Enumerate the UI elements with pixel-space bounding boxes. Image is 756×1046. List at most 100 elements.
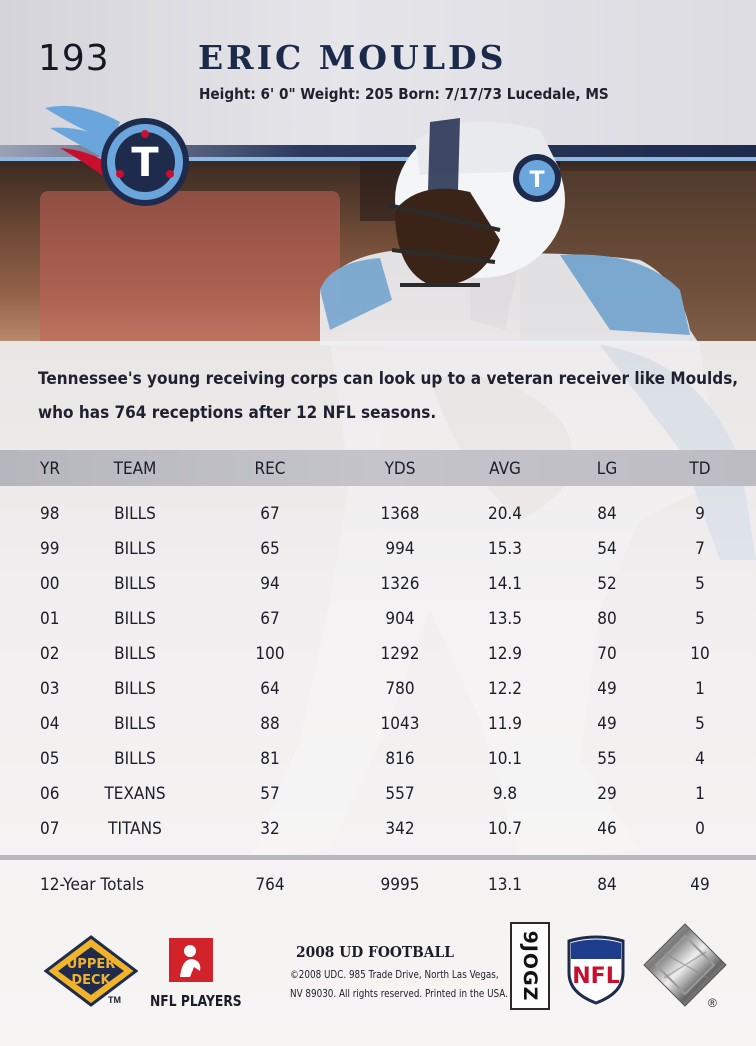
stat-team: BILLS [114,713,156,734]
stat-yr: 03 [40,678,60,699]
stat-avg: 10.7 [487,818,523,839]
stat-td: 7 [695,538,705,559]
stat-yds: 816 [385,748,415,769]
hologram-seal [643,923,727,1007]
stat-avg: 11.9 [487,713,523,734]
stat-yds: 904 [385,608,415,629]
stat-yds: 1292 [380,643,420,664]
col-header-lg: LG [596,458,618,479]
stats-row: 05 BILLS 81 816 10.1 55 4 [0,741,756,776]
stat-rec: 67 [260,608,280,629]
totals-td: 49 [690,874,710,895]
stat-team: TITANS [108,818,162,839]
legal-line: NV 89030. All rights reserved. Printed i… [290,987,508,1000]
stat-td: 5 [695,713,705,734]
stat-avg: 20.4 [487,503,523,524]
stats-row: 02 BILLS 100 1292 12.9 70 10 [0,636,756,671]
stat-td: 1 [695,783,705,804]
stat-yr: 00 [40,573,60,594]
col-header-yr: YR [40,458,60,479]
stat-lg: 49 [597,678,617,699]
stat-team: TEXANS [104,783,166,804]
col-header-yds: YDS [384,458,416,479]
card-code-box: 9JOGZ [510,922,550,1010]
upper-deck-logo: UPPER DECK [44,935,138,1007]
totals-row: 12-Year Totals 764 9995 13.1 84 49 [0,867,756,902]
ud-logo-text-upper: UPPER [67,957,116,972]
stat-rec: 67 [260,503,280,524]
titans-logo: T [45,105,189,206]
stat-avg: 12.9 [487,643,523,664]
stat-td: 9 [695,503,705,524]
stat-yr: 02 [40,643,60,664]
blurb-line: Tennessee's young receiving corps can lo… [38,369,739,389]
ud-logo-text-deck: DECK [71,973,111,988]
player-bio: Height: 6' 0" Weight: 205 Born: 7/17/73 … [199,85,609,103]
totals-avg: 13.1 [487,874,523,895]
stat-team: BILLS [114,643,156,664]
stat-yr: 98 [40,503,60,524]
stats-header-band [0,450,756,486]
stat-td: 5 [695,608,705,629]
blurb-line: who has 764 receptions after 12 NFL seas… [38,403,437,423]
stat-lg: 55 [597,748,617,769]
totals-label: 12-Year Totals [40,874,145,895]
stat-yds: 994 [385,538,415,559]
nfl-players-text: NFL PLAYERS [150,992,242,1010]
stat-lg: 70 [597,643,617,664]
stat-rec: 88 [260,713,280,734]
stat-rec: 32 [260,818,280,839]
stat-lg: 84 [597,503,617,524]
card-code: 9JOGZ [519,930,541,1002]
legal-text: ©2008 UDC. 985 Trade Drive, North Las Ve… [290,965,508,1003]
stats-row: 04 BILLS 88 1043 11.9 49 5 [0,706,756,741]
stat-lg: 52 [597,573,617,594]
stat-rec: 81 [260,748,280,769]
stat-team: BILLS [114,678,156,699]
legal-line: ©2008 UDC. 985 Trade Drive, North Las Ve… [290,968,499,981]
stat-yds: 1326 [380,573,420,594]
stat-team: BILLS [114,748,156,769]
stat-team: BILLS [114,573,156,594]
stat-avg: 10.1 [487,748,523,769]
stat-yds: 1368 [380,503,420,524]
stats-row: 00 BILLS 94 1326 14.1 52 5 [0,566,756,601]
header-stripe [0,145,756,157]
stats-row: 99 BILLS 65 994 15.3 54 7 [0,531,756,566]
card-number: 193 [38,38,110,79]
nfl-players-logo [169,938,213,982]
stats-header-row: YR TEAM REC YDS AVG LG TD [0,451,756,486]
trademark-mark: TM [108,995,121,1005]
player-blurb: Tennessee's young receiving corps can lo… [38,362,740,430]
header-accent-stripe [0,157,756,161]
stat-yds: 1043 [380,713,420,734]
stat-td: 5 [695,573,705,594]
stats-row: 07 TITANS 32 342 10.7 46 0 [0,811,756,846]
stat-td: 10 [690,643,710,664]
stat-yr: 04 [40,713,60,734]
stat-lg: 54 [597,538,617,559]
stat-rec: 57 [260,783,280,804]
stat-rec: 94 [260,573,280,594]
col-header-td: TD [689,458,711,479]
stat-team: BILLS [114,608,156,629]
stat-td: 1 [695,678,705,699]
stats-row: 06 TEXANS 57 557 9.8 29 1 [0,776,756,811]
stat-avg: 13.5 [487,608,523,629]
totals-rec: 764 [255,874,285,895]
stat-team: BILLS [114,503,156,524]
stat-avg: 12.2 [487,678,523,699]
stat-yr: 07 [40,818,60,839]
stat-rec: 64 [260,678,280,699]
set-title: 2008 UD FOOTBALL [296,943,454,961]
stat-lg: 29 [597,783,617,804]
stat-yr: 06 [40,783,60,804]
stat-yds: 557 [385,783,415,804]
totals-divider [0,855,756,860]
totals-lg: 84 [597,874,617,895]
stat-yds: 342 [385,818,415,839]
stat-yr: 99 [40,538,60,559]
stat-yr: 01 [40,608,60,629]
stat-yds: 780 [385,678,415,699]
